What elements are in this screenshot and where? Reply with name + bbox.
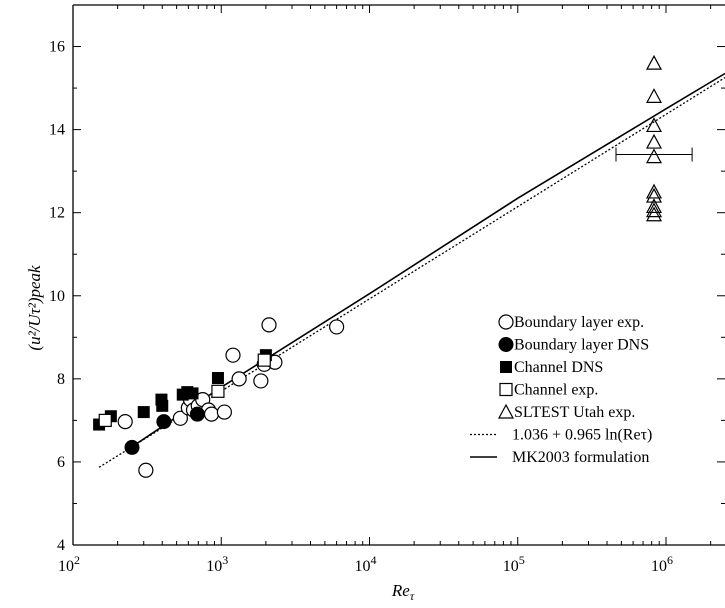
legend-label: MK2003 formulation [512, 449, 649, 466]
filled-square-point [156, 399, 169, 412]
open-circle-point [216, 404, 232, 420]
y-tick-label: 8 [57, 371, 65, 388]
open-square-point [211, 384, 225, 398]
open-triangle-point [646, 198, 663, 214]
open-triangle-point [646, 54, 663, 70]
open-square-point [257, 353, 271, 367]
open-circle-point [231, 371, 247, 387]
legend-label: SLTEST Utah exp. [514, 404, 635, 421]
legend: Boundary layer exp. Boundary layer DNS Cha… [470, 314, 652, 466]
y-tick-label: 16 [49, 39, 65, 56]
filled-square-point [186, 387, 199, 400]
y-tick-label: 6 [57, 454, 65, 471]
legend-label: Boundary layer DNS [514, 337, 649, 354]
open-triangle-point [646, 88, 663, 103]
filled-circle-point [124, 439, 140, 455]
series-layer [93, 54, 725, 478]
open-triangle-point [646, 148, 663, 164]
filled-square-point [211, 372, 224, 385]
y-axis-title: (u²/Uτ²)peak [25, 265, 44, 351]
filled-circle-point [189, 406, 205, 422]
open-circle-point [117, 414, 133, 430]
x-tick-label: 103 [206, 553, 228, 575]
y-tick-label: 14 [49, 122, 65, 139]
open-circle-point [261, 317, 277, 333]
fit-line-dotted [98, 77, 725, 468]
y-axis-title-text: (u²/Uτ²)peak [25, 265, 44, 351]
legend-marker [499, 382, 513, 397]
legend-marker [500, 361, 512, 373]
legend-marker [498, 314, 514, 330]
x-tick-label: 104 [355, 553, 377, 575]
legend-marker [497, 403, 515, 419]
open-circle-point [329, 319, 345, 335]
x-tick-label: 106 [651, 553, 673, 575]
open-triangle-point [646, 117, 663, 133]
open-triangle-point [646, 206, 663, 222]
open-triangle-point [646, 133, 663, 149]
open-circle-point [203, 406, 220, 422]
plot-area [72, 4, 725, 546]
legend-marker [498, 337, 514, 352]
open-triangle-point [646, 183, 663, 199]
y-tick-label: 4 [57, 537, 65, 554]
x-tick-label: 105 [503, 553, 525, 575]
y-tick-label: 12 [49, 205, 65, 222]
open-circle-point [138, 462, 154, 478]
y-tick-label: 10 [49, 288, 65, 305]
x-tick-label: 102 [58, 553, 80, 575]
open-triangle-point [646, 202, 663, 218]
legend-label: Boundary layer exp. [514, 314, 644, 331]
y-axis: 4 6 8 10 12 14 16 [49, 4, 725, 554]
x-axis-title: Reτ [391, 581, 415, 603]
open-triangle-point [646, 187, 663, 203]
filled-square-point [137, 406, 150, 419]
legend-label: Channel exp. [514, 382, 598, 399]
open-circle-point [253, 373, 269, 389]
legend-label: 1.036 + 0.965 ln(Reτ) [512, 427, 652, 444]
open-square-point [98, 413, 112, 427]
x-axis: 102 103 104 105 106 [58, 5, 712, 575]
open-circle-point [225, 347, 241, 363]
open-circle-point [172, 410, 188, 426]
legend-label: Channel DNS [514, 359, 603, 376]
filled-circle-point [156, 414, 172, 430]
